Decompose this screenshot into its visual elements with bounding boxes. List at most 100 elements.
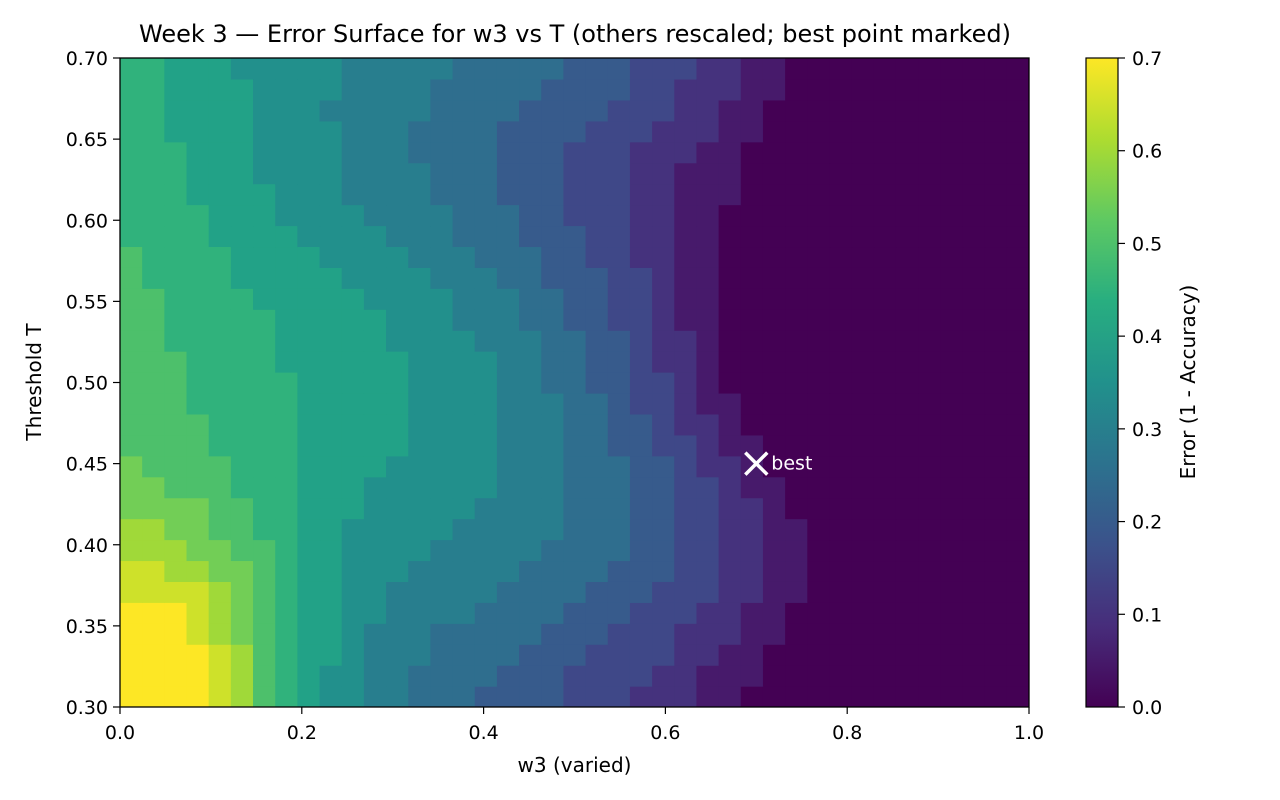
heatmap-cell [408,644,431,666]
heatmap-cell [652,372,675,394]
heatmap-cell [363,141,387,164]
heatmap-cell [408,58,431,80]
heatmap-cell [962,288,986,310]
heatmap-cell [696,141,720,164]
colorbar-ticks: 0.0 0.1 0.2 0.3 0.4 0.5 0.6 0.7 [1118,48,1162,719]
heatmap-cell [718,455,742,478]
heatmap-cell [563,644,587,666]
heatmap-cell [275,518,298,541]
heatmap-cell [740,225,764,248]
heatmap-cell [652,602,675,624]
heatmap-cell [851,288,875,310]
heatmap-cell [873,581,897,603]
heatmap-cell [718,434,742,457]
heatmap-cell [873,665,897,687]
heatmap-cell [585,78,609,101]
heatmap-cell [341,434,365,457]
heatmap-cell [629,581,653,603]
heatmap-cell [674,351,698,373]
heatmap-cell [164,351,188,373]
heatmap-cell [363,497,387,520]
heatmap-cell [541,665,565,687]
heatmap-cell [585,309,609,331]
heatmap-cell [984,141,1008,164]
heatmap-cell [940,560,964,582]
heatmap-cell [142,351,165,373]
heatmap-cell [918,560,941,582]
heatmap-cell [142,392,165,415]
heatmap-cell [718,288,742,310]
heatmap-cell [696,476,720,499]
heatmap-cell [629,204,653,227]
heatmap-cell [120,455,143,478]
heatmap-cell [208,204,232,227]
heatmap-cell [253,204,276,227]
heatmap-cell [629,518,653,541]
heatmap-cell [253,476,276,499]
heatmap-cell [563,602,587,624]
heatmap-cell [984,392,1008,415]
heatmap-cell [718,120,742,143]
heatmap-cell [563,686,587,707]
heatmap-cell [1006,99,1029,122]
heatmap-cell [253,225,276,248]
heatmap-cell [341,204,365,227]
heatmap-cell [829,330,853,352]
heatmap-cell [962,518,986,541]
heatmap-cell [585,267,609,289]
heatmap-cell [629,455,653,478]
heatmap-cell [519,204,542,227]
heatmap-cell [873,623,897,645]
y-tick-label: 0.45 [66,454,108,476]
heatmap-cell [873,602,897,624]
heatmap-cell [142,204,165,227]
heatmap-cell [851,330,875,352]
heatmap-cell [762,246,786,268]
heatmap-cell [253,644,276,666]
heatmap-cell [918,623,941,645]
heatmap-cell [718,623,742,645]
heatmap-cell [408,455,431,478]
heatmap-cell [408,225,431,248]
heatmap-cell [386,665,409,687]
heatmap-cell [363,120,387,143]
heatmap-cell [984,497,1008,520]
heatmap-cell [785,183,808,206]
heatmap-cell [519,78,542,101]
heatmap-cell [341,225,365,248]
heatmap-cell [585,539,609,562]
heatmap-cell [563,392,587,415]
heatmap-cell [740,539,764,562]
heatmap-cell [962,476,986,499]
heatmap-cell [496,351,520,373]
heatmap-cell [142,497,165,520]
heatmap-cell [740,78,764,101]
heatmap-cell [585,246,609,268]
heatmap-cell [696,351,720,373]
heatmap-cell [674,539,698,562]
heatmap-cell [829,602,853,624]
heatmap-cell [674,330,698,352]
heatmap-cell [408,623,431,645]
heatmap-cell [164,225,188,248]
heatmap-cell [253,455,276,478]
heatmap-cell [164,455,188,478]
heatmap-cell [851,309,875,331]
heatmap-cell [873,330,897,352]
heatmap-cell [851,120,875,143]
heatmap-cell [230,665,254,687]
heatmap-cell [408,581,431,603]
heatmap-cell [386,413,409,436]
heatmap-cell [785,686,808,707]
heatmap-cell [452,183,476,206]
heatmap-cell [940,141,964,164]
x-tick-label: 0.8 [832,722,862,744]
heatmap-cell [408,372,431,394]
heatmap-cell [652,560,675,582]
heatmap-cell [851,623,875,645]
heatmap-cell [984,330,1008,352]
heatmap-cell [740,162,764,185]
heatmap-cell [674,246,698,268]
heatmap-cell [474,288,498,310]
heatmap-cell [918,372,941,394]
